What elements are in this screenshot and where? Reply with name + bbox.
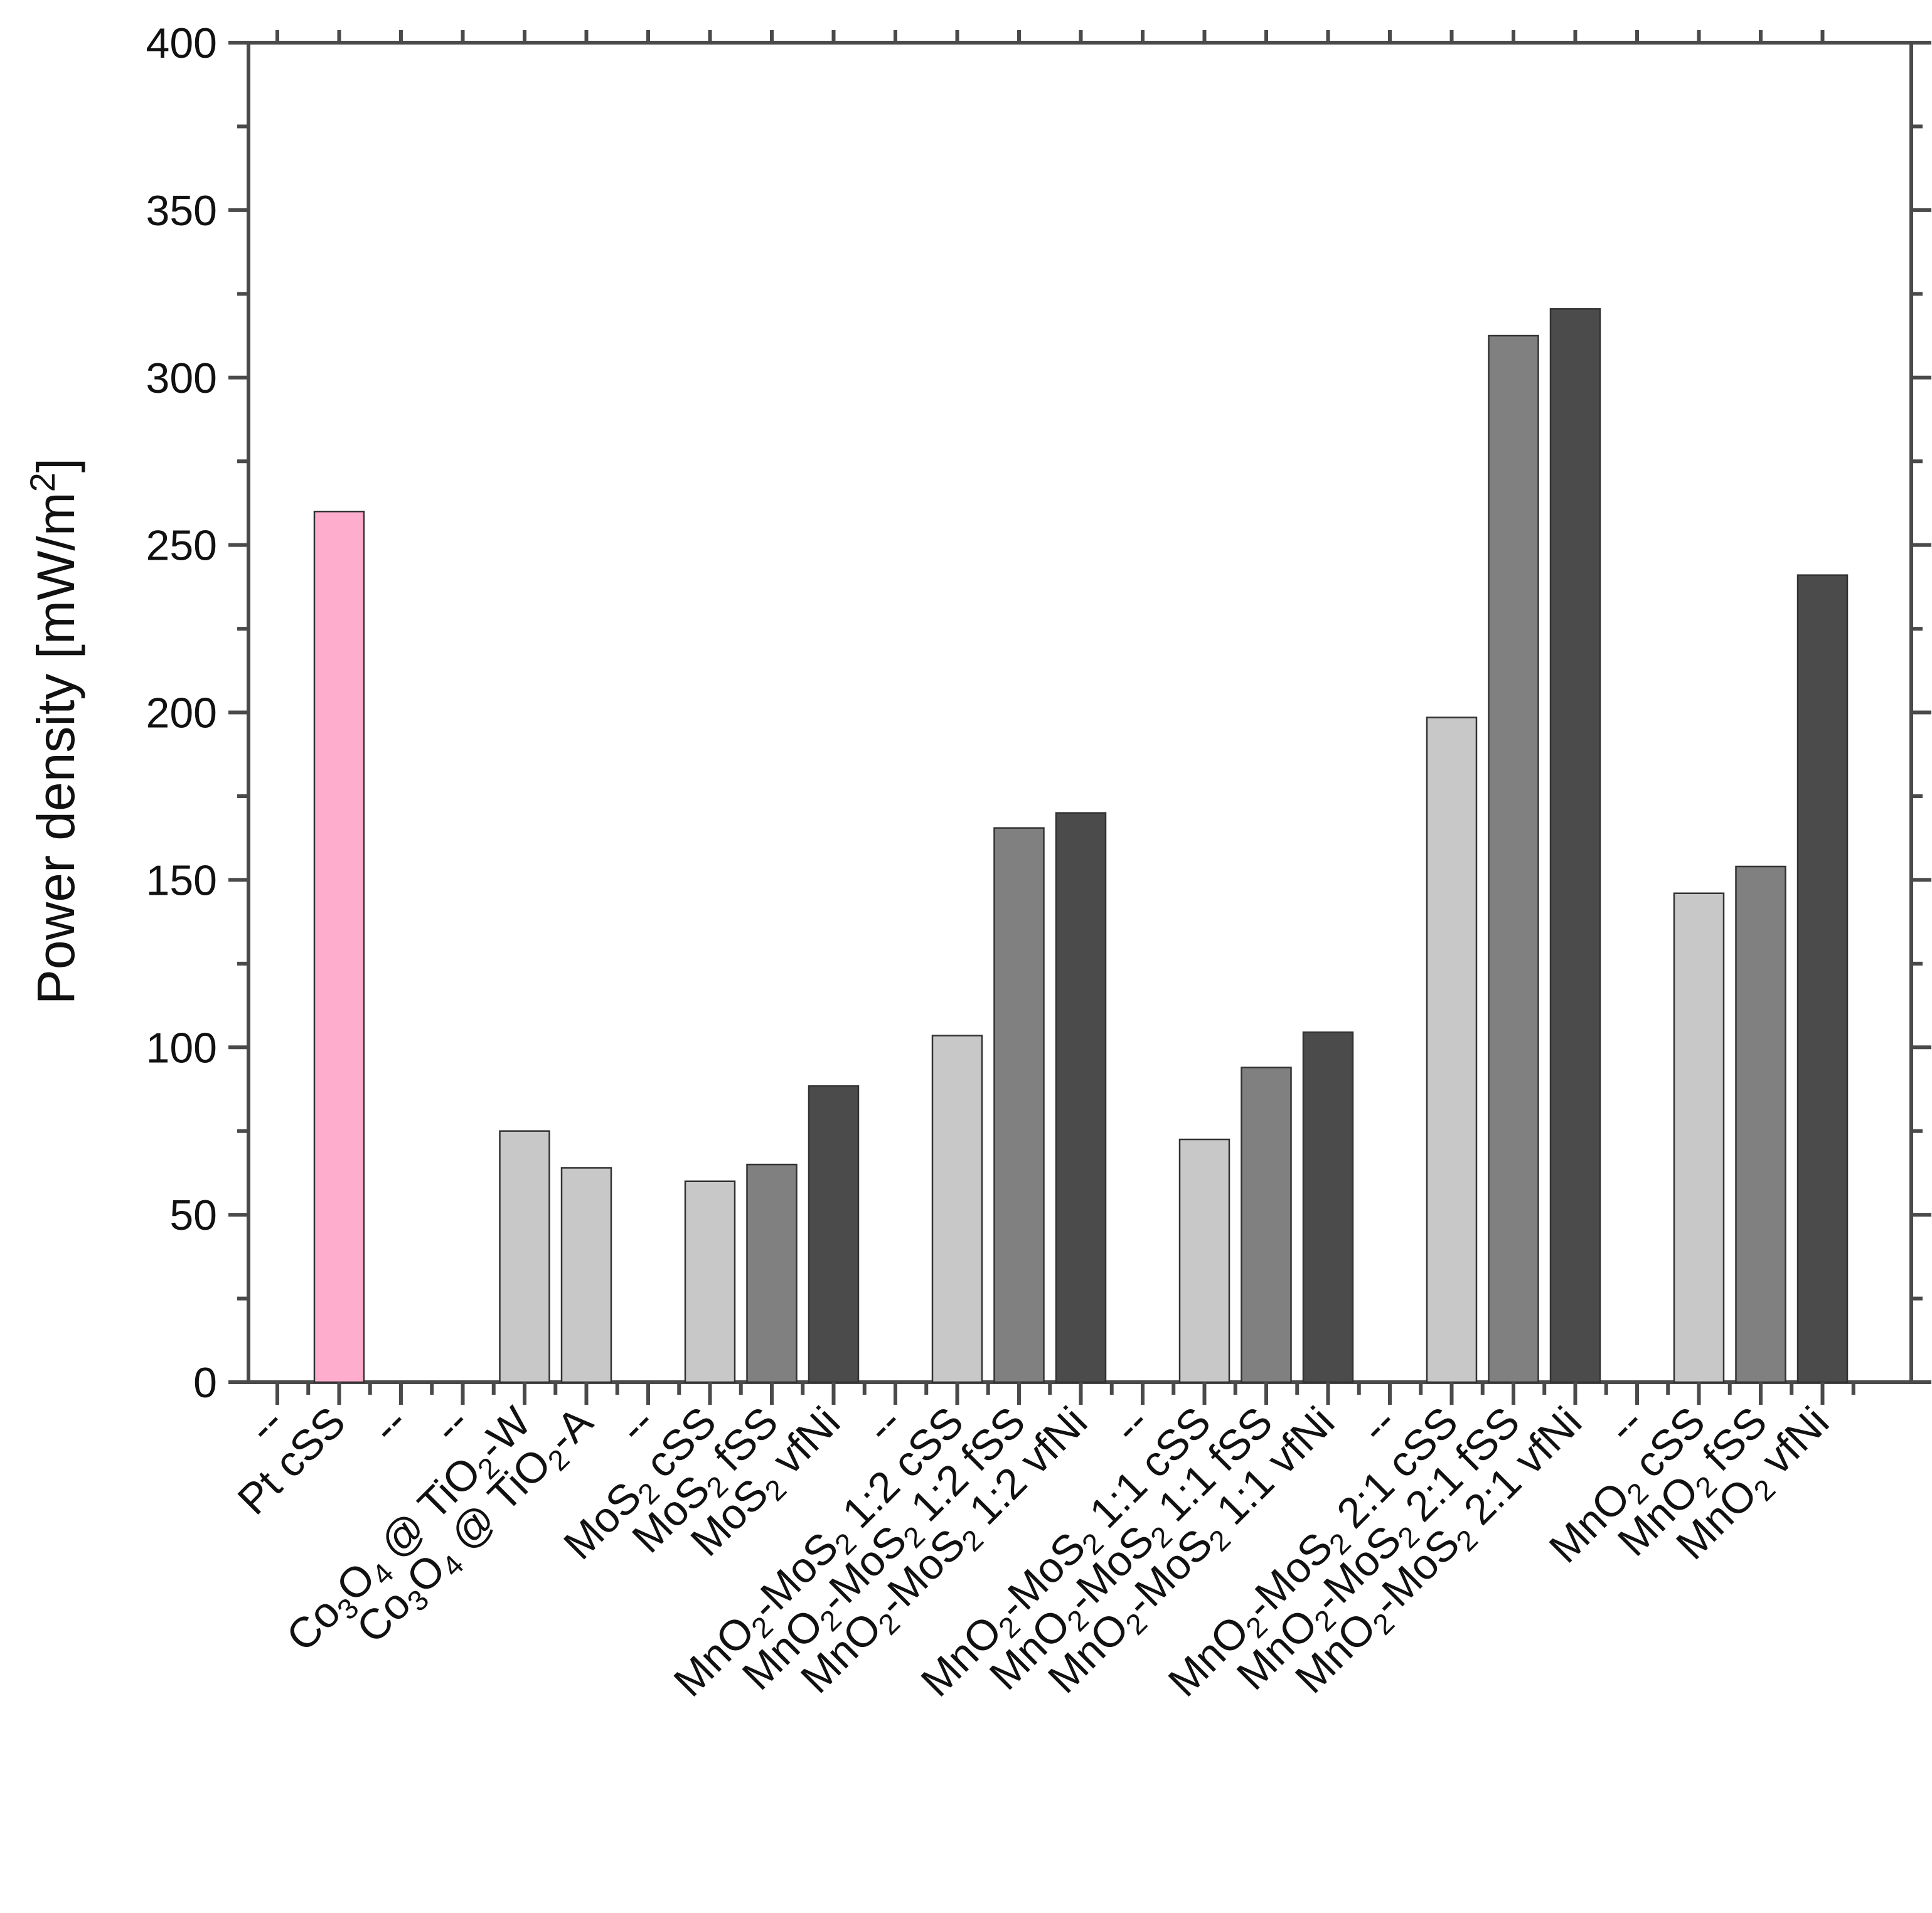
bar <box>1488 334 1539 1383</box>
bar <box>1055 812 1107 1383</box>
y-tick-label: 300 <box>146 354 217 402</box>
y-tick-label: 0 <box>193 1359 217 1407</box>
x-tick-label: -- <box>424 1398 478 1452</box>
bar <box>560 1167 612 1383</box>
bars-group <box>313 308 1849 1383</box>
bar <box>1796 574 1849 1383</box>
y-tick-label: 100 <box>146 1024 217 1072</box>
bar <box>684 1180 736 1383</box>
y-tick-label: 200 <box>146 690 217 737</box>
bar <box>1302 1031 1354 1383</box>
bar <box>746 1163 798 1383</box>
bar <box>808 1085 860 1383</box>
y-tick-label: 50 <box>169 1191 217 1239</box>
bar <box>993 827 1045 1383</box>
y-tick-label: 350 <box>146 187 217 235</box>
bar <box>1426 717 1478 1383</box>
y-tick-label: 150 <box>146 856 217 904</box>
bar <box>499 1130 550 1383</box>
y-tick-label: 400 <box>146 19 217 67</box>
bar <box>1549 308 1601 1383</box>
bar <box>1735 865 1786 1383</box>
y-axis: 0 50 100 150 200 250 300 350 400 <box>146 19 1931 1407</box>
y-tick-label: 250 <box>146 522 217 570</box>
x-tick-label: -- <box>363 1398 417 1452</box>
bar <box>313 511 365 1383</box>
bar <box>931 1035 983 1383</box>
bar <box>1178 1138 1230 1383</box>
bar <box>1673 892 1725 1383</box>
y-axis-label: Power density [mW/m2] <box>23 458 86 1004</box>
bar <box>1241 1067 1292 1383</box>
